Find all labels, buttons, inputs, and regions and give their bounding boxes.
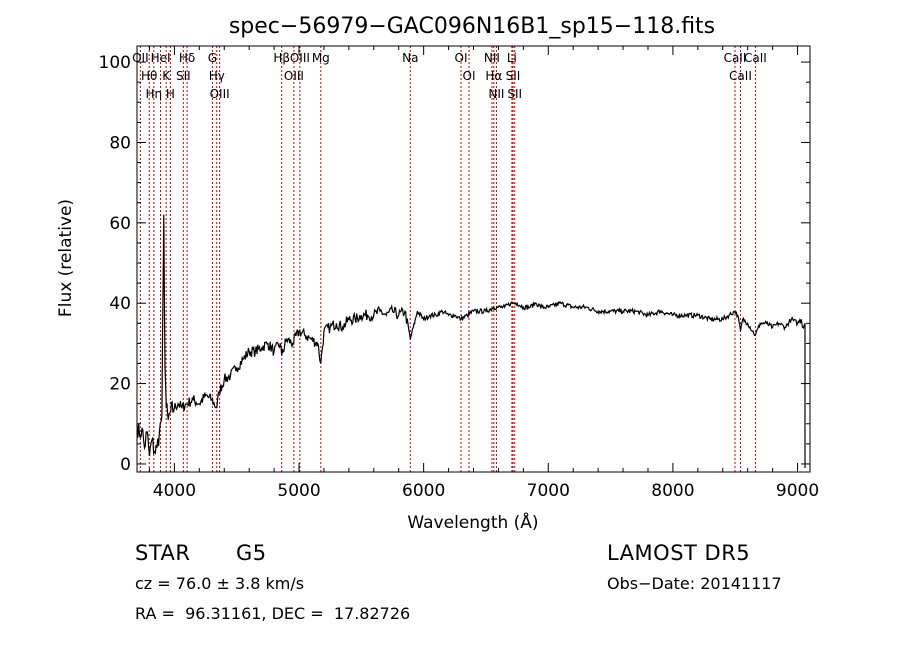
line-label: G (208, 51, 217, 65)
line-label: Hδ (179, 51, 195, 65)
x-tick-label: 7000 (527, 481, 570, 501)
y-axis-label: Flux (relative) (56, 199, 76, 317)
line-label: Na (402, 51, 418, 65)
line-label: CaII (729, 69, 752, 83)
line-label: OI (455, 51, 468, 65)
line-label: SII (176, 69, 191, 83)
line-label: CaII (744, 51, 767, 65)
x-tick-label: 6000 (402, 481, 445, 501)
line-label: SII (507, 87, 522, 101)
y-tick-label: 20 (109, 375, 131, 395)
line-label: Hη (146, 87, 163, 101)
y-tick-label: 100 (99, 53, 131, 73)
x-tick-label: 8000 (651, 481, 694, 501)
redshift-value: cz = 76.0 ± 3.8 km/s (135, 574, 305, 593)
y-tick-label: 0 (120, 455, 131, 475)
x-tick-label: 5000 (277, 481, 320, 501)
line-label: OI (463, 69, 476, 83)
line-label: Mg (312, 51, 330, 65)
x-axis-label: Wavelength (Å) (407, 511, 538, 533)
spectrum-line (136, 214, 806, 468)
line-label: K (162, 69, 171, 83)
line-label: H (166, 87, 175, 101)
observation-date: Obs−Date: 20141117 (607, 574, 782, 593)
plot-frame (136, 45, 811, 473)
line-label: OIII (210, 87, 230, 101)
line-label: Li (507, 51, 517, 65)
line-label: NII (484, 51, 500, 65)
survey-name: LAMOST DR5 (607, 541, 751, 565)
object-subclass: G5 (236, 541, 267, 565)
line-label: OIII (284, 69, 304, 83)
x-axis: 4000 5000 6000 7000 8000 9000 (148, 46, 819, 501)
object-class: STAR (135, 541, 191, 565)
line-label: CaII (724, 51, 747, 65)
y-axis: 0 20 40 60 80 100 (99, 53, 810, 475)
line-label: Hα (485, 69, 502, 83)
line-label: Hβ (273, 51, 290, 65)
y-tick-label: 60 (109, 214, 131, 234)
line-label: SII (506, 69, 521, 83)
chart-title: spec−56979−GAC096N16B1_sp15−118.fits (229, 14, 715, 39)
emission-absorption-line-markers (139, 46, 756, 472)
x-tick-label: 9000 (776, 481, 819, 501)
line-label: OIII (290, 51, 310, 65)
line-label: OII (132, 51, 149, 65)
coordinates: RA = 96.31161, DEC = 17.82726 (135, 604, 411, 623)
line-label: Hγ (209, 69, 225, 83)
line-label: NII (488, 87, 504, 101)
y-tick-label: 40 (109, 294, 131, 314)
y-tick-label: 80 (109, 133, 131, 153)
line-label: HeI (151, 51, 171, 65)
x-tick-label: 4000 (153, 481, 196, 501)
line-label: Hθ (141, 69, 157, 83)
